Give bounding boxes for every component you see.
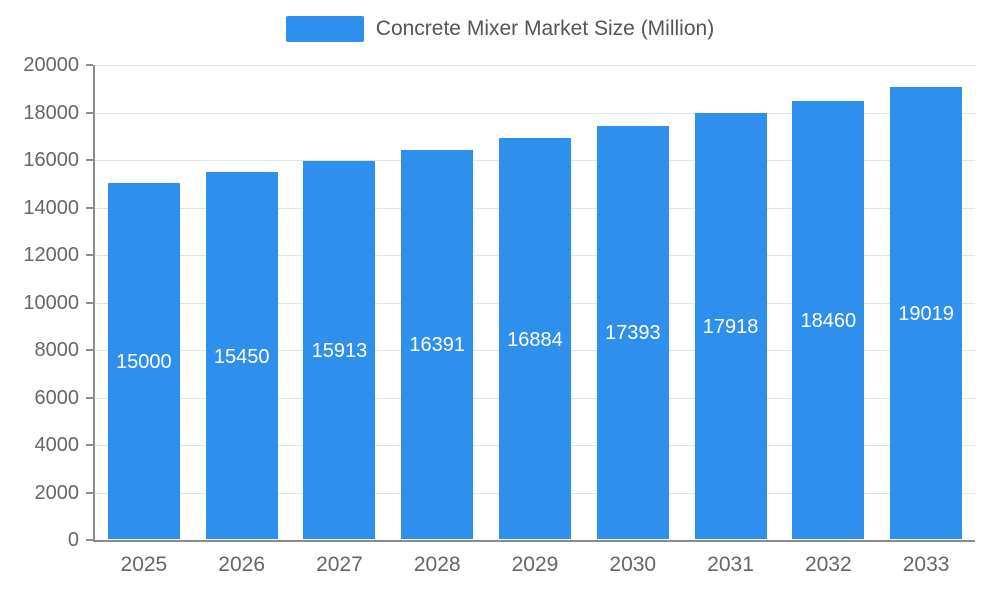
y-axis-tick [86,539,93,541]
bar-2026[interactable] [205,172,278,539]
y-axis-label: 12000 [23,244,79,266]
bar-2032[interactable] [792,100,865,539]
y-axis-tick [86,301,93,304]
y-axis-tick [86,349,93,351]
gridline [95,65,975,66]
x-axis-label: 2027 [316,553,363,576]
y-axis-label: 4000 [34,434,80,456]
y-axis-label: 14000 [23,196,79,219]
y-axis-label: 6000 [34,386,80,409]
bar-2027[interactable] [303,161,376,539]
y-axis-label: 18000 [23,101,79,124]
bar-2030[interactable] [596,125,669,539]
x-axis-label: 2031 [707,553,754,576]
x-axis-label: 2029 [511,553,559,576]
y-axis-tick [86,159,93,161]
bar-2025[interactable] [107,182,180,539]
legend-item[interactable]: Concrete Mixer Market Size (Million) [0,16,1000,42]
legend-label: Concrete Mixer Market Size (Million) [375,17,715,40]
plot-area: 0 2000 4000 6000 8000 10000 12000 14000 16000 180… [23,54,975,576]
y-axis-tick [86,206,93,209]
x-axis-label: 2028 [413,553,461,576]
gridline [95,112,975,114]
x-axis-line [93,540,975,542]
bar-2033[interactable] [890,87,963,539]
y-axis-line [93,65,95,542]
bar-2028[interactable] [401,149,474,539]
x-axis-label: 2032 [804,553,852,576]
y-axis-label: 2000 [34,481,80,504]
x-axis-label: 2030 [609,553,657,576]
y-axis-tick [86,491,93,494]
y-axis-label: 0 [67,529,79,551]
y-axis-tick [86,111,93,114]
x-axis-label: 2033 [902,553,950,576]
x-axis-label: 2025 [120,553,168,576]
legend-swatch [285,16,364,42]
bar-2031[interactable] [694,113,767,539]
y-axis-label: 20000 [23,54,79,76]
y-axis-tick [86,254,93,256]
x-axis-label: 2026 [218,553,265,576]
y-axis-tick [86,396,93,399]
y-axis-label: 10000 [23,291,79,314]
y-axis-tick [86,64,93,66]
bar-2029[interactable] [499,138,571,539]
y-axis-label: 16000 [23,149,79,171]
y-axis-tick [86,444,93,446]
y-axis-label: 8000 [34,339,80,361]
